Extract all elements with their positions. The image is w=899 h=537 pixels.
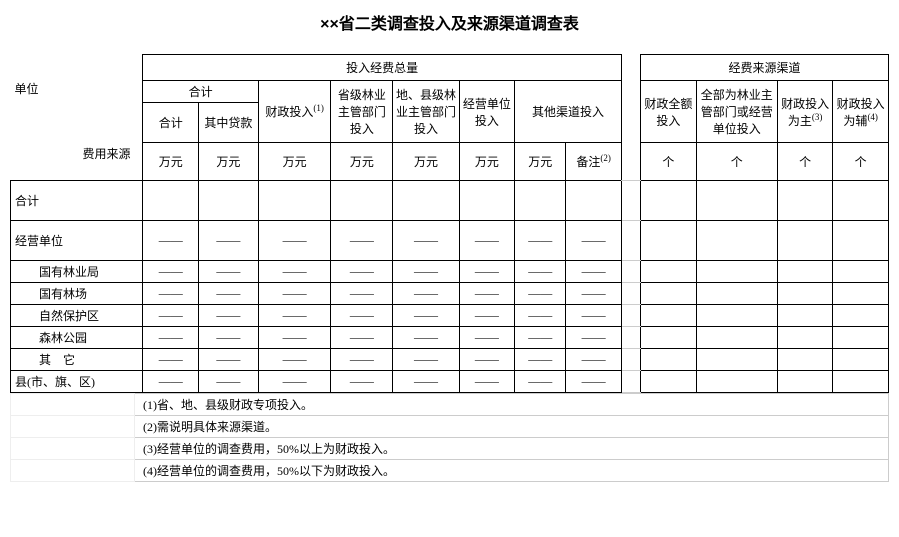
table-row: 县(市、旗、区) ———————————————— — [11, 371, 889, 393]
unit-wan-7: 万元 — [515, 143, 566, 181]
footnote-2: (2)需说明具体来源渠道。 — [135, 416, 889, 438]
row-label-county: 县(市、旗、区) — [11, 371, 143, 393]
footnotes-block: (1)省、地、县级财政专项投入。 (2)需说明具体来源渠道。 (3)经营单位的调… — [10, 393, 889, 482]
hdr-fin-aux: 财政投入为辅(4) — [833, 81, 889, 143]
table-row: 国有林业局 ———————————————— — [11, 261, 889, 283]
unit-ge-2: 个 — [696, 143, 777, 181]
row-label-bureau: 国有林业局 — [11, 261, 143, 283]
hdr-prov-forest: 省级林业主管部门投入 — [331, 81, 393, 143]
unit-wan-3: 万元 — [258, 143, 331, 181]
row-label-farm: 国有林场 — [11, 283, 143, 305]
hdr-heji-loan: 其中贷款 — [198, 103, 258, 143]
survey-table: 单位 费用来源 投入经费总量 经费来源渠道 合计 财政投入(1) 省级林业主管部… — [10, 54, 889, 393]
hdr-fin-full: 财政全额投入 — [641, 81, 697, 143]
footnote-1: (1)省、地、县级财政专项投入。 — [135, 394, 889, 416]
hdr-loc-forest: 地、县级林业主管部门投入 — [393, 81, 459, 143]
table-row: 合计 — [11, 181, 889, 221]
hdr-oper-unit: 经营单位投入 — [459, 81, 515, 143]
hdr-heji: 合计 — [143, 81, 258, 103]
unit-remark: 备注(2) — [566, 143, 622, 181]
hdr-heji-sub: 合计 — [143, 103, 199, 143]
unit-wan-4: 万元 — [331, 143, 393, 181]
blank-gap — [621, 55, 640, 181]
unit-wan-1: 万元 — [143, 143, 199, 181]
unit-wan-2: 万元 — [198, 143, 258, 181]
unit-wan-5: 万元 — [393, 143, 459, 181]
table-row: 国有林场 ———————————————— — [11, 283, 889, 305]
row-label-heji: 合计 — [11, 181, 143, 221]
table-row: 森林公园 ———————————————— — [11, 327, 889, 349]
diag-src-label: 费用来源 — [82, 145, 130, 162]
hdr-all-forest-mgmt: 全部为林业主管部门或经营单位投入 — [696, 81, 777, 143]
unit-ge-1: 个 — [641, 143, 697, 181]
unit-wan-6: 万元 — [459, 143, 515, 181]
row-label-other: 其 它 — [11, 349, 143, 371]
row-label-park: 森林公园 — [11, 327, 143, 349]
table-row: 其 它 ———————————————— — [11, 349, 889, 371]
hdr-total-group: 投入经费总量 — [143, 55, 621, 81]
unit-ge-4: 个 — [833, 143, 889, 181]
hdr-source-group: 经费来源渠道 — [641, 55, 889, 81]
diag-unit-label: 单位 — [15, 80, 39, 97]
unit-ge-3: 个 — [777, 143, 833, 181]
table-row: 自然保护区 ———————————————— — [11, 305, 889, 327]
page-title: ××省二类调查投入及来源渠道调查表 — [10, 10, 889, 34]
hdr-other: 其他渠道投入 — [515, 81, 622, 143]
row-label-oper: 经营单位 — [11, 221, 143, 261]
table-row: 经营单位 ———————————————— — [11, 221, 889, 261]
row-label-reserve: 自然保护区 — [11, 305, 143, 327]
footnote-4: (4)经营单位的调查费用，50%以下为财政投入。 — [135, 460, 889, 482]
footnote-3: (3)经营单位的调查费用，50%以上为财政投入。 — [135, 438, 889, 460]
hdr-fin-input: 财政投入(1) — [258, 81, 331, 143]
hdr-fin-main: 财政投入为主(3) — [777, 81, 833, 143]
